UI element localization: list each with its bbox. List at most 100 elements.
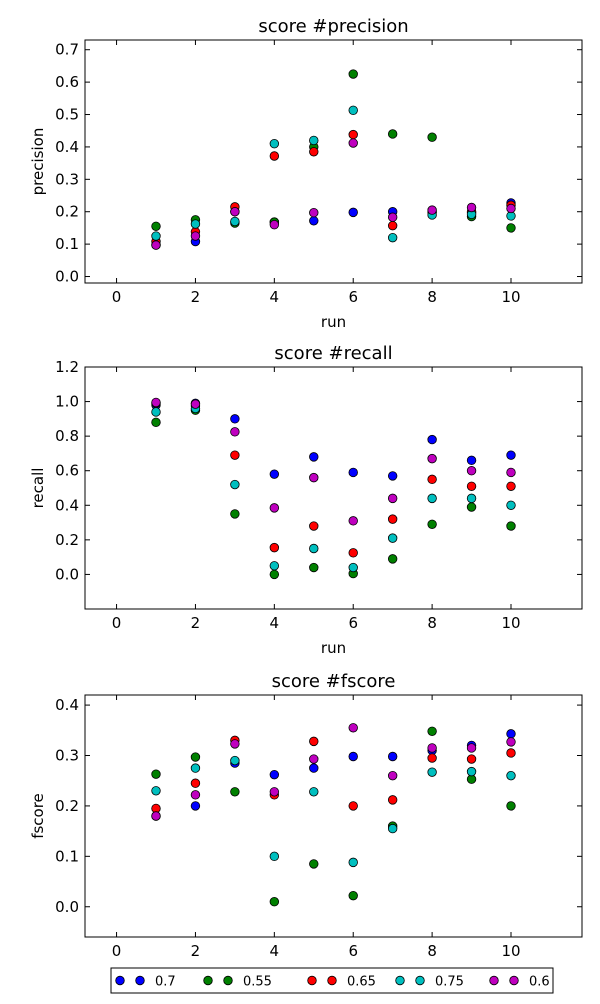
data-point: [427, 767, 437, 777]
data-point: [309, 521, 319, 531]
data-point: [466, 754, 477, 764]
data-point: [348, 207, 358, 218]
data-point: [348, 129, 358, 140]
legend-marker: [327, 975, 337, 986]
x-tick-label: 0: [112, 942, 122, 960]
data-point: [387, 751, 398, 762]
data-point: [427, 434, 437, 445]
data-point: [269, 542, 280, 553]
data-point: [506, 521, 516, 531]
data-point: [230, 207, 240, 217]
y-tick-label: 0.4: [55, 496, 79, 514]
data-point: [466, 743, 477, 753]
plot-frame: [84, 39, 583, 284]
legend-entry: 0.7: [115, 975, 176, 990]
recall-chart-title: score #recall: [274, 343, 392, 364]
data-point: [387, 770, 398, 781]
x-tick-label: 8: [427, 942, 437, 960]
data-point: [506, 801, 516, 811]
data-point: [466, 493, 477, 504]
legend-marker: [395, 975, 405, 986]
data-point: [466, 466, 477, 476]
data-point: [309, 562, 319, 573]
subplot-2: score #recall 0 2 4 6 8 10 0.0 0.2 0.4 0.6 0.8 1.0 1.…: [29, 343, 583, 657]
data-point: [466, 202, 477, 213]
x-tick-label: 0: [112, 614, 122, 632]
data-point: [348, 548, 358, 558]
y-tick-label: 0.4: [55, 696, 79, 714]
y-tick-label: 0.0: [55, 268, 79, 286]
series-0-55: [151, 69, 516, 233]
data-point: [427, 474, 437, 485]
legend-marker: [223, 975, 233, 986]
data-point: [506, 737, 516, 747]
x-tick-label: 4: [270, 942, 280, 960]
x-tick-label: 2: [191, 288, 201, 306]
precision-chart-title: score #precision: [258, 16, 408, 37]
legend-marker: [509, 975, 519, 986]
data-point: [506, 481, 516, 491]
data-point: [309, 787, 319, 797]
data-point: [427, 753, 437, 763]
legend-label: 0.7: [155, 975, 176, 990]
fscore-chart-title: score #fscore: [272, 671, 396, 692]
data-point: [506, 729, 516, 739]
legend-marker: [307, 975, 317, 986]
data-point: [151, 811, 161, 821]
data-point: [348, 801, 358, 811]
data-point: [230, 216, 240, 227]
data-point: [309, 763, 319, 773]
data-point: [269, 151, 280, 161]
data-point: [269, 787, 280, 797]
data-point: [427, 726, 437, 737]
y-tick-label: 0.8: [55, 427, 79, 445]
data-point: [348, 69, 358, 79]
data-point: [427, 205, 437, 215]
data-point: [230, 414, 240, 424]
series-0-7: [151, 198, 516, 250]
series-0-65: [151, 129, 516, 247]
x-tick-label: 2: [191, 614, 201, 632]
data-point: [387, 795, 398, 805]
series-0-75: [151, 403, 516, 573]
y-tick-label: 0.1: [55, 847, 79, 865]
data-point: [190, 790, 201, 800]
y-axis-label: recall: [29, 468, 47, 509]
legend-marker: [115, 975, 125, 986]
data-point: [190, 399, 201, 409]
data-point: [151, 221, 161, 232]
data-point: [348, 138, 358, 148]
subplot-1: score #precision 0 2 4 6 8 10 0.0 0.1 0.2 0.3 0.4 0.…: [29, 16, 583, 331]
y-tick-label: 0.2: [55, 203, 79, 221]
data-point: [506, 770, 516, 781]
data-point: [269, 469, 280, 479]
data-point: [387, 823, 398, 834]
legend-entry: 0.75: [395, 975, 464, 990]
data-point: [269, 219, 280, 230]
data-point: [348, 890, 358, 901]
data-point: [190, 778, 201, 788]
legend-entry: 0.65: [307, 975, 376, 990]
data-point: [466, 766, 477, 777]
x-tick-label: 8: [427, 288, 437, 306]
subplot-3: score #fscore 0 2 4 6 8 10 0.0 0.1 0.2 0.3 0.4 fscor…: [29, 671, 583, 960]
data-point: [230, 427, 240, 437]
data-point: [387, 212, 398, 222]
x-axis-label: run: [321, 639, 346, 657]
data-point: [230, 479, 240, 490]
data-point: [387, 533, 398, 543]
x-tick-label: 4: [270, 288, 280, 306]
legend-label: 0.75: [435, 975, 464, 990]
data-point: [348, 105, 358, 116]
data-point: [309, 754, 319, 764]
data-point: [348, 467, 358, 478]
series-0-75: [151, 105, 516, 243]
y-tick-label: 1.2: [55, 358, 79, 376]
data-point: [506, 748, 516, 758]
data-point: [466, 481, 477, 491]
x-tick-label: 2: [191, 942, 201, 960]
series-0-6: [151, 138, 516, 250]
legend-label: 0.6: [529, 975, 550, 990]
